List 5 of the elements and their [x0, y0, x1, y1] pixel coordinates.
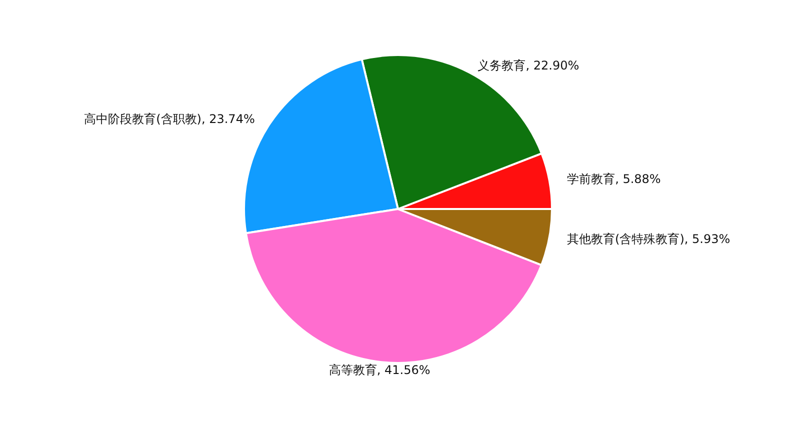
slice-label: 高中阶段教育(含职教), 23.74%: [84, 112, 255, 126]
slice-label: 高等教育, 41.56%: [328, 363, 430, 378]
slice-label: 其他教育(含特殊教育), 5.93%: [567, 232, 730, 246]
slice-label: 义务教育, 22.90%: [478, 58, 580, 72]
slice-label: 学前教育, 5.88%: [567, 172, 661, 186]
